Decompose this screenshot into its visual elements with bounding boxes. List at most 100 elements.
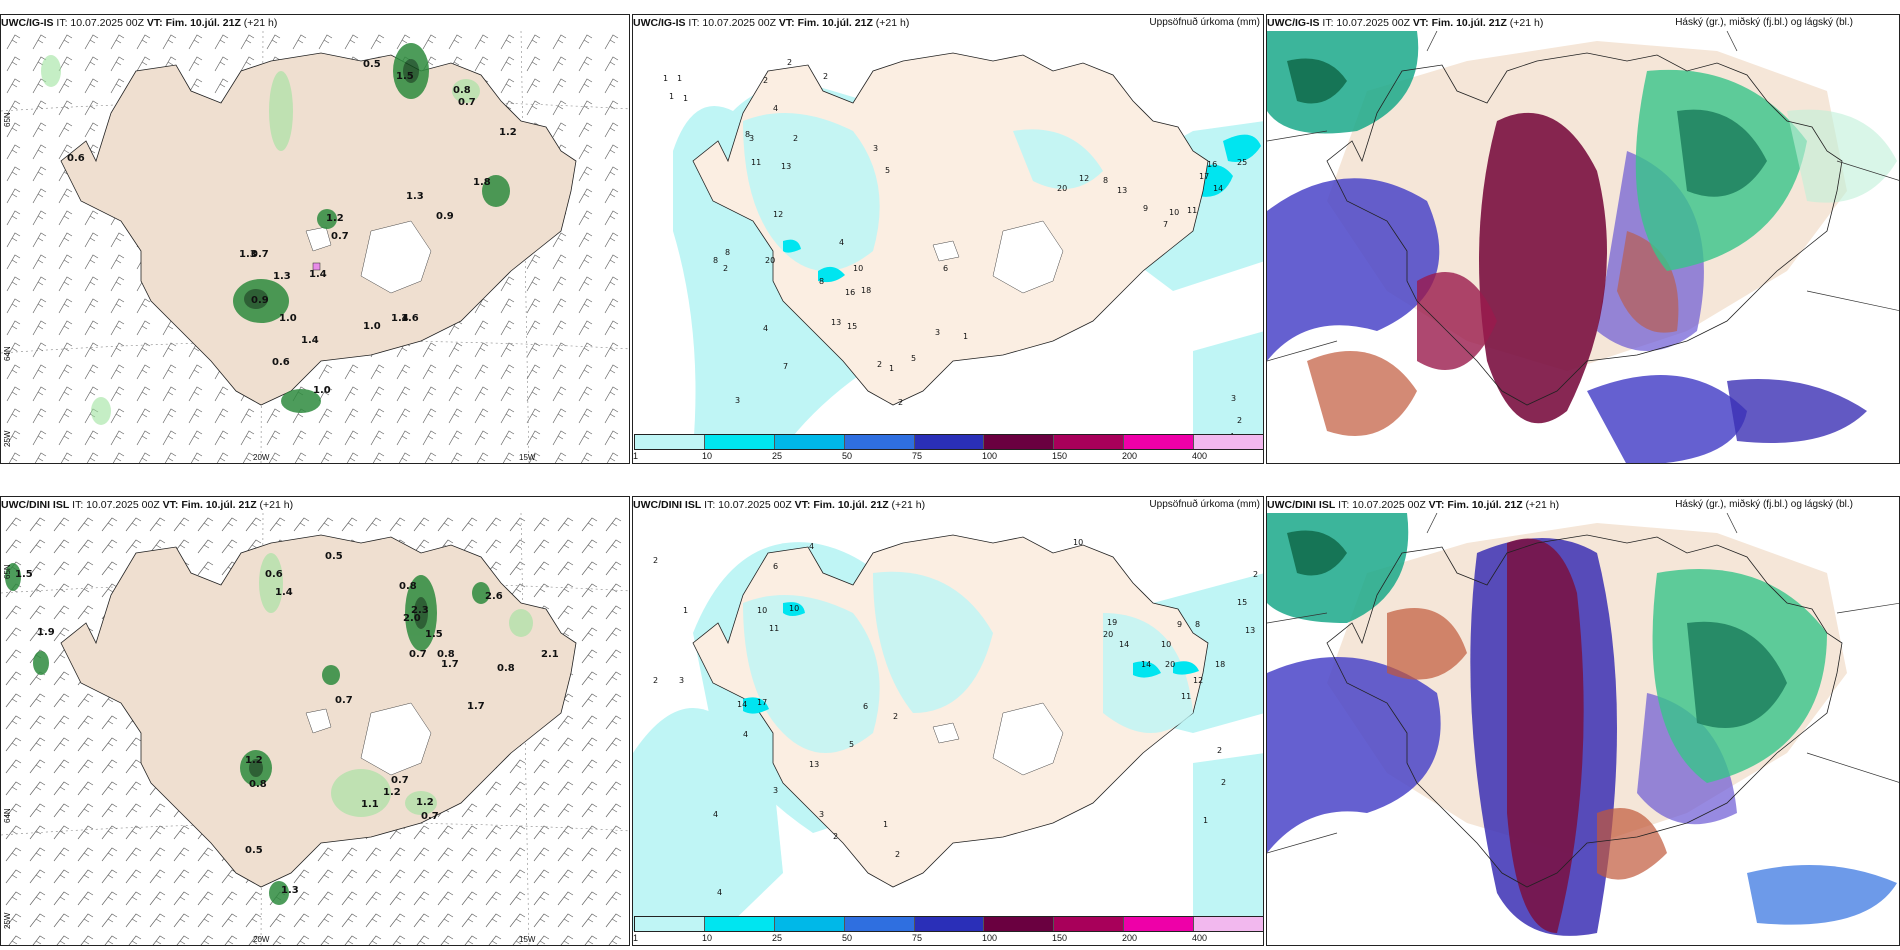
colorbar-tick: 10 [702, 451, 713, 461]
colorbar-tick: 200 [1122, 451, 1138, 461]
precip-label: 6 [773, 562, 778, 571]
colorbar-segment [704, 435, 775, 449]
precip-label: 0.6 [272, 357, 290, 368]
precip-label: 8 [713, 256, 718, 265]
colorbar-tick: 100 [982, 451, 998, 461]
precip-label: 2.0 [403, 613, 421, 624]
colorbar-segment [844, 435, 915, 449]
precip-label: 25 [1237, 158, 1247, 167]
precip-label: 8 [1195, 620, 1200, 629]
model-name: UWC/DINI ISL [1, 499, 70, 511]
precip-label: 1.5 [396, 71, 414, 82]
colorbar-segment [1194, 917, 1263, 931]
colorbar-segment [774, 435, 845, 449]
lat-label: 64N [3, 346, 12, 361]
precip-label: 5 [849, 740, 854, 749]
precip-label: 1.2 [245, 755, 263, 766]
precip-label: 2 [723, 264, 728, 273]
precip-colorbar [634, 434, 1263, 450]
valid-time: VT: Fim. 10.júl. 21Z [778, 17, 873, 29]
precip-label: 0.6 [67, 153, 85, 164]
precip-label: 2.3 [411, 605, 429, 616]
precip-label: 3 [819, 810, 824, 819]
precip-label: 0.9 [436, 211, 454, 222]
lead-time: (+21 h) [1509, 17, 1544, 29]
precip-label: 4 [773, 104, 778, 113]
lat-label: 64N [3, 808, 12, 823]
precip-labels: 2 4 6 10 10 1 11 2 3 17 14 13 4 6 2 5 10… [653, 538, 1258, 897]
precip-colorbar [634, 916, 1263, 932]
colorbar-segment [1194, 435, 1263, 449]
precip-label: 0.5 [245, 845, 263, 856]
precip-label: 0.7 [391, 775, 409, 786]
precip-label: 1.9 [37, 627, 55, 638]
colorbar-segment [1124, 435, 1195, 449]
valid-time: VT: Fim. 10.júl. 21Z [1428, 499, 1523, 511]
colorbar-tick: 1 [633, 451, 639, 461]
precip-label: 1.8 [473, 177, 491, 188]
precip-label: 1.4 [391, 313, 409, 324]
precip-label: 2 [793, 134, 798, 143]
precip-label: 3 [1231, 394, 1236, 403]
precip-label: 2 [653, 676, 658, 685]
colorbar-segment [635, 435, 705, 449]
panel-header: UWC/DINI ISL IT: 10.07.2025 00Z VT: Fim.… [1267, 497, 1559, 513]
panel-subtitle: Háský (gr.), miðský (fj.bl.) og lágský (… [1675, 499, 1853, 510]
model-name: UWC/IG-IS [1, 17, 54, 29]
precip-label: 4 [717, 888, 722, 897]
panel-r2-wind-precip: UWC/DINI ISL IT: 10.07.2025 00Z VT: Fim.… [0, 496, 630, 946]
precip-label: 14 [1141, 660, 1151, 669]
lead-time: (+21 h) [891, 499, 926, 511]
precip-label: 10 [1161, 640, 1171, 649]
map-clouds [1267, 31, 1899, 463]
precip-label: 1 [669, 92, 674, 101]
precip-label: 0.9 [251, 295, 269, 306]
init-time: IT: 10.07.2025 00Z [704, 499, 792, 511]
precip-label: 14 [1213, 184, 1223, 193]
precip-label: 11 [751, 158, 761, 167]
colorbar-tick: 150 [1052, 933, 1068, 943]
colorbar-tick: 200 [1122, 933, 1138, 943]
lon-label: 20W [253, 453, 270, 462]
colorbar-tick: 400 [1192, 933, 1208, 943]
panel-header: UWC/IG-IS IT: 10.07.2025 00Z VT: Fim. 10… [633, 15, 909, 31]
lon-label: 25W [3, 430, 12, 447]
lead-time: (+21 h) [1525, 499, 1560, 511]
precip-label: 1 [1203, 816, 1208, 825]
colorbar-tick: 50 [842, 933, 853, 943]
precip-label: 13 [1117, 186, 1127, 195]
precip-label: 1.4 [301, 335, 319, 346]
precip-label: 1.4 [309, 269, 327, 280]
precip-label: 20 [1057, 184, 1067, 193]
precip-label: 1.2 [326, 213, 344, 224]
colorbar-segment [1054, 435, 1125, 449]
colorbar-segment [635, 917, 705, 931]
precip-label: 0.7 [251, 249, 269, 260]
panel-header: UWC/DINI ISL IT: 10.07.2025 00Z VT: Fim.… [1, 497, 293, 513]
valid-time: VT: Fim. 10.júl. 21Z [794, 499, 889, 511]
precip-label: 16 [845, 288, 855, 297]
colorbar-tick: 75 [912, 451, 923, 461]
precip-label: 2 [1237, 416, 1242, 425]
colorbar-tick: 10 [702, 933, 713, 943]
precip-label: 2 [1217, 746, 1222, 755]
lat-label: 65N [3, 112, 12, 127]
precip-label: 12 [1079, 174, 1089, 183]
precip-label: 4 [713, 810, 718, 819]
lon-label: 25W [3, 912, 12, 929]
init-time: IT: 10.07.2025 00Z [72, 499, 160, 511]
precip-label: 18 [861, 286, 871, 295]
precip-label: 10 [853, 264, 863, 273]
valid-time: VT: Fim. 10.júl. 21Z [146, 17, 241, 29]
precip-label: 20 [1165, 660, 1175, 669]
precip-label: 7 [1163, 220, 1168, 229]
panel-header: UWC/IG-IS IT: 10.07.2025 00Z VT: Fim. 10… [1, 15, 277, 31]
precip-label: 11 [769, 624, 779, 633]
colorbar-tick: 100 [982, 933, 998, 943]
precip-label: 16 [1207, 160, 1217, 169]
lon-label: 15W [519, 453, 536, 462]
precip-label: 2 [898, 398, 903, 407]
precip-label: 1.3 [281, 885, 299, 896]
colorbar-tick: 1 [633, 933, 639, 943]
precip-label: 4 [809, 542, 814, 551]
